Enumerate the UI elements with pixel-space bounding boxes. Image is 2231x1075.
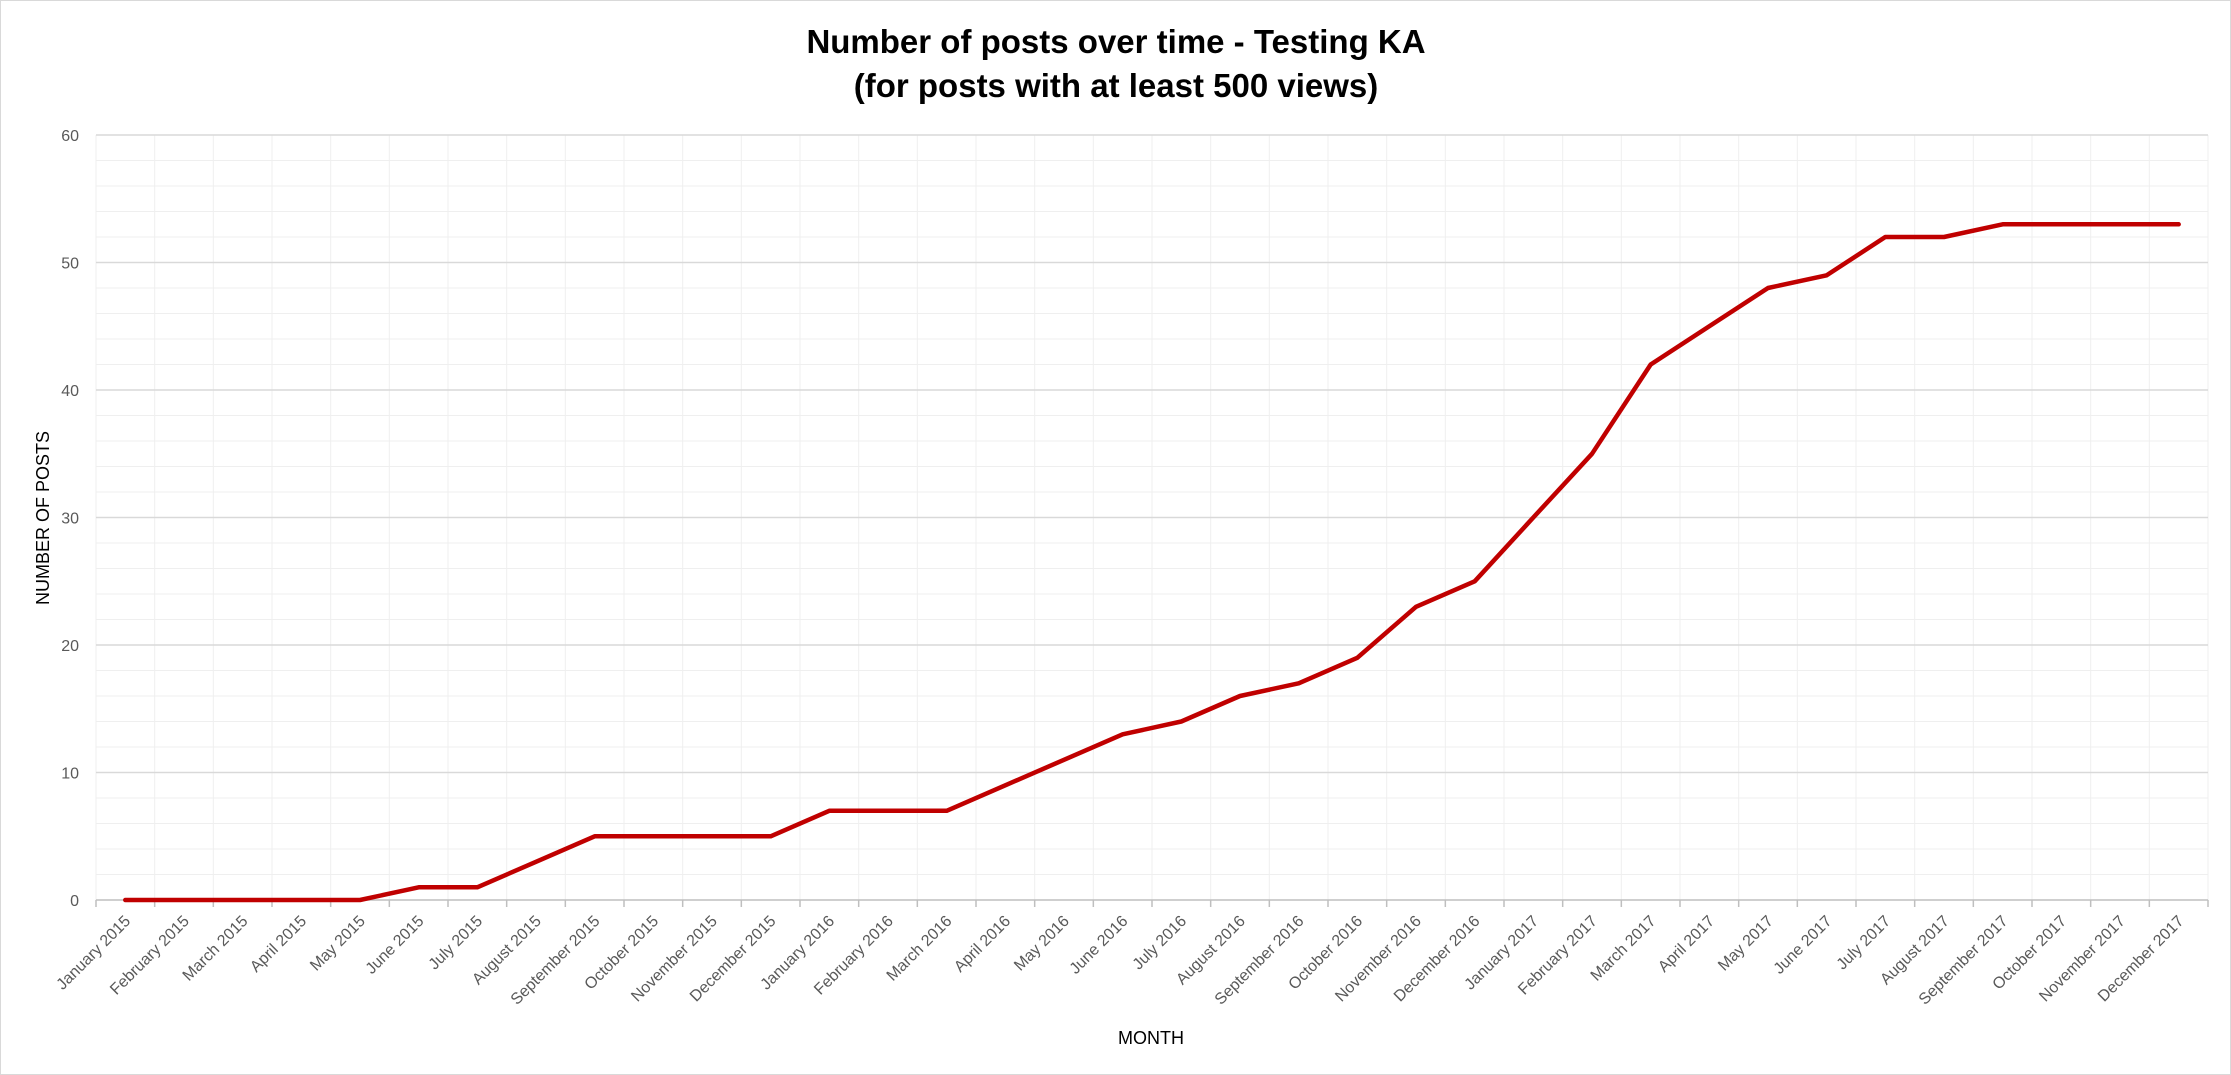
x-axis-tick-label: April 2016 (951, 913, 1014, 976)
x-axis-tick-label: July 2016 (1130, 913, 1191, 974)
x-axis-tick-label: June 2015 (363, 913, 428, 978)
y-axis-tick-label: 60 (61, 128, 79, 145)
x-axis-tick-label: May 2015 (307, 913, 369, 975)
chart-title: Number of posts over time - Testing KA (… (806, 23, 1425, 104)
data-series (123, 222, 2181, 903)
x-axis-tick-label: July 2015 (426, 913, 487, 974)
y-axis-tick-label: 30 (61, 511, 79, 528)
y-axis-tick-label: 0 (70, 893, 79, 910)
y-axis-tick-label: 40 (61, 383, 79, 400)
x-axis-tick-label: April 2015 (247, 913, 310, 976)
chart-title-line-1: Number of posts over time - Testing KA (806, 23, 1425, 60)
gridlines (95, 134, 2209, 900)
series-line (123, 222, 2181, 903)
x-axis-tick-label: May 2016 (1011, 913, 1073, 975)
y-axis-tick-labels: 0 10 20 30 40 50 60 (61, 128, 79, 910)
x-axis-tick-label: May 2017 (1715, 913, 1777, 975)
y-axis-tick-label: 10 (61, 766, 79, 783)
x-axis-tick-label: June 2017 (1771, 913, 1836, 978)
axes (95, 899, 2209, 907)
chart-title-line-2: (for posts with at least 500 views) (854, 67, 1379, 104)
y-axis-tick-label: 50 (61, 256, 79, 273)
x-axis-tick-label: June 2016 (1067, 913, 1132, 978)
y-axis-title: NUMBER OF POSTS (33, 431, 53, 605)
y-axis-tick-label: 20 (61, 638, 79, 655)
x-axis-tick-label: July 2017 (1834, 913, 1895, 974)
x-axis-tick-label: April 2017 (1655, 913, 1718, 976)
x-axis-title: MONTH (1118, 1028, 1184, 1048)
